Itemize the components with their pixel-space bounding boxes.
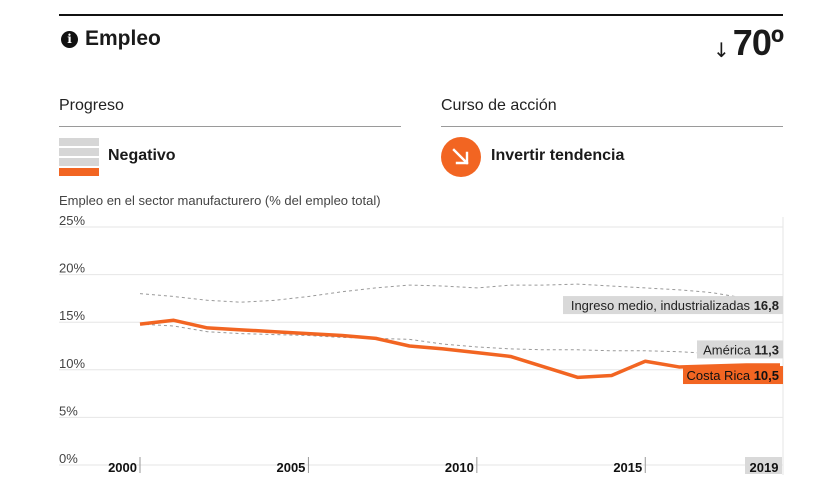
series-label-value: 16,8 [754, 298, 779, 313]
progress-level-2 [59, 148, 99, 156]
x-tick-label: 2005 [276, 460, 305, 475]
rank-down-arrow-icon: ↓ [713, 38, 730, 62]
rank-number: 70º [732, 22, 784, 63]
y-tick-label: 15% [59, 308, 85, 323]
series-label-value: 10,5 [754, 368, 779, 383]
series-line-0 [139, 283, 781, 306]
series-label-value: 11,3 [754, 342, 779, 357]
series-label-name: América [703, 342, 751, 357]
progress-level-4 [59, 168, 99, 176]
y-tick-label: 10% [59, 356, 85, 371]
y-tick-label: 25% [59, 213, 85, 228]
x-tick-label: 2019 [750, 460, 779, 475]
course-divider [441, 126, 783, 127]
chart-title: Empleo en el sector manufacturero (% del… [59, 193, 381, 208]
y-tick-label: 20% [59, 261, 85, 276]
progress-heading: Progreso [59, 97, 124, 114]
x-tick-label: 2000 [108, 460, 137, 475]
arrow-down-right-icon [441, 137, 481, 177]
info-icon[interactable]: i [61, 31, 78, 48]
progress-level-3 [59, 158, 99, 166]
series-label-bg [697, 340, 783, 359]
y-tick-label: 0% [59, 451, 78, 466]
series-label-name: Costa Rica [686, 368, 750, 383]
series-label-bg [683, 366, 783, 385]
indicator-header: i Empleo ↓ 70º [59, 22, 784, 66]
course-heading: Curso de acción [441, 97, 557, 114]
series-label: América 11,3 [703, 342, 779, 357]
series-label: Ingreso medio, industrializadas 16,8 [571, 298, 779, 313]
progress-label: Negativo [108, 147, 176, 164]
series-label: Costa Rica 10,5 [686, 368, 779, 383]
series-label-name: Ingreso medio, industrializadas [571, 298, 751, 313]
series-line-1 [139, 323, 781, 358]
progress-level-1 [59, 138, 99, 146]
rank-value: ↓ 70º [713, 22, 784, 64]
course-label: Invertir tendencia [491, 147, 625, 164]
indicator-title: Empleo [85, 27, 161, 50]
x-tick-label: 2010 [445, 460, 474, 475]
progress-divider [59, 126, 401, 127]
series-line-2 [139, 318, 780, 380]
x-tick-highlight [745, 457, 782, 474]
series-label-bg [563, 296, 783, 315]
y-tick-label: 5% [59, 403, 78, 418]
x-tick-label: 2015 [613, 460, 642, 475]
top-rule [59, 14, 783, 16]
progress-bars-icon [59, 138, 99, 176]
